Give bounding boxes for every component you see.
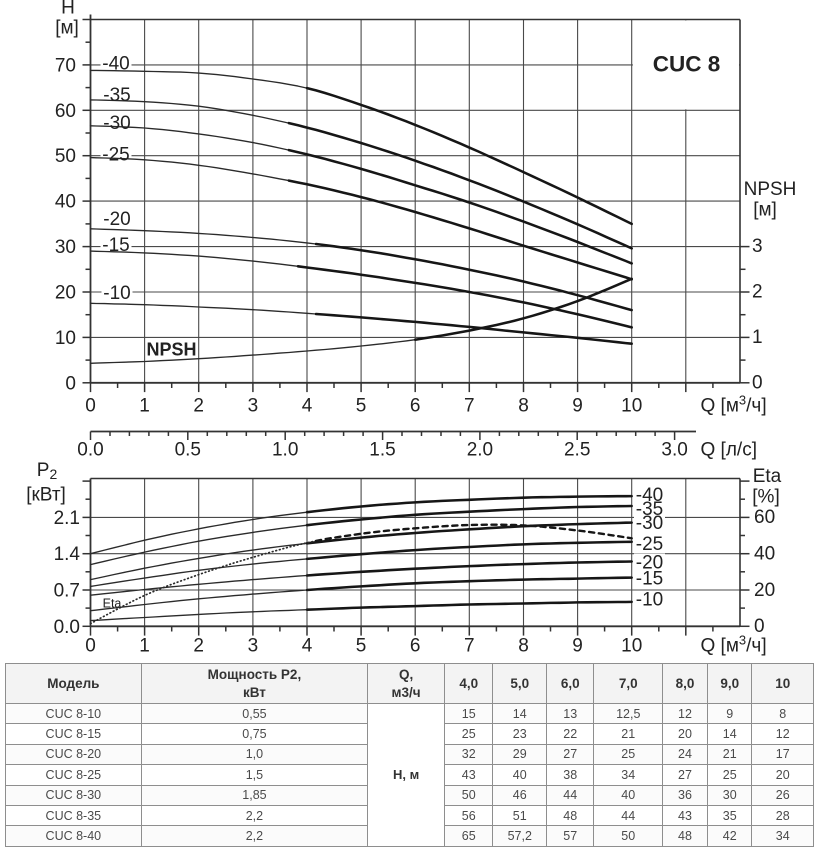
svg-text:-30: -30 <box>636 513 663 534</box>
svg-text:0.0: 0.0 <box>77 440 103 461</box>
svg-text:2.1: 2.1 <box>54 508 80 529</box>
svg-text:20: 20 <box>754 580 775 601</box>
svg-text:-35: -35 <box>103 85 130 106</box>
svg-text:[кВт]: [кВт] <box>26 485 66 506</box>
svg-text:4: 4 <box>302 395 313 416</box>
svg-text:10: 10 <box>621 395 642 416</box>
svg-text:NPSH: NPSH <box>744 179 797 200</box>
svg-text:10: 10 <box>55 328 76 349</box>
svg-text:8: 8 <box>518 636 529 657</box>
svg-text:1: 1 <box>139 636 150 657</box>
svg-text:6: 6 <box>410 395 421 416</box>
svg-text:-25: -25 <box>636 534 663 555</box>
svg-text:9: 9 <box>572 636 583 657</box>
svg-text:3: 3 <box>752 236 763 257</box>
svg-text:Q [л/с]: Q [л/с] <box>701 440 757 461</box>
svg-text:8: 8 <box>518 395 529 416</box>
svg-text:5: 5 <box>356 636 367 657</box>
svg-text:1: 1 <box>752 327 763 348</box>
svg-text:0: 0 <box>65 373 76 394</box>
svg-text:3: 3 <box>248 636 259 657</box>
svg-text:1: 1 <box>139 395 150 416</box>
svg-text:30: 30 <box>55 237 76 258</box>
svg-text:5: 5 <box>356 395 367 416</box>
svg-text:-10: -10 <box>103 283 130 304</box>
svg-text:20: 20 <box>55 283 76 304</box>
svg-text:-20: -20 <box>103 209 130 230</box>
svg-text:1.5: 1.5 <box>369 440 395 461</box>
svg-text:50: 50 <box>55 146 76 167</box>
svg-text:-40: -40 <box>636 485 663 506</box>
svg-text:40: 40 <box>55 192 76 213</box>
svg-text:4: 4 <box>302 636 313 657</box>
svg-text:Eta: Eta <box>103 597 122 611</box>
svg-text:-15: -15 <box>636 569 663 590</box>
svg-text:0: 0 <box>85 636 96 657</box>
svg-text:3.0: 3.0 <box>661 440 687 461</box>
svg-text:H: H <box>61 0 75 19</box>
svg-text:-15: -15 <box>102 235 129 256</box>
svg-text:0: 0 <box>752 372 763 393</box>
svg-text:-10: -10 <box>636 590 663 611</box>
svg-text:P2: P2 <box>37 460 58 482</box>
svg-text:[м]: [м] <box>753 200 777 221</box>
svg-text:[%]: [%] <box>752 487 779 508</box>
svg-text:Q [м3/ч]: Q [м3/ч] <box>701 633 767 657</box>
svg-text:2.5: 2.5 <box>564 440 590 461</box>
svg-text:2: 2 <box>193 636 204 657</box>
svg-text:Eta: Eta <box>753 466 782 487</box>
svg-text:-40: -40 <box>102 54 129 75</box>
svg-text:1.4: 1.4 <box>54 544 81 565</box>
svg-text:NPSH: NPSH <box>146 340 196 360</box>
svg-text:CUC 8: CUC 8 <box>653 52 721 77</box>
svg-text:Q [м3/ч]: Q [м3/ч] <box>701 392 767 416</box>
svg-text:2.0: 2.0 <box>467 440 493 461</box>
svg-text:9: 9 <box>572 395 583 416</box>
svg-text:10: 10 <box>621 636 642 657</box>
svg-text:0: 0 <box>85 395 96 416</box>
svg-text:7: 7 <box>464 395 475 416</box>
svg-text:70: 70 <box>55 55 76 76</box>
svg-text:-30: -30 <box>103 113 130 134</box>
svg-text:2: 2 <box>752 282 763 303</box>
svg-text:3: 3 <box>248 395 259 416</box>
svg-text:40: 40 <box>754 544 775 565</box>
svg-text:1.0: 1.0 <box>272 440 298 461</box>
svg-text:60: 60 <box>754 507 775 528</box>
svg-text:0.5: 0.5 <box>175 440 201 461</box>
svg-text:6: 6 <box>410 636 421 657</box>
svg-text:2: 2 <box>193 395 204 416</box>
svg-text:-25: -25 <box>102 144 129 165</box>
svg-text:0.7: 0.7 <box>54 581 80 602</box>
svg-text:0: 0 <box>754 616 765 637</box>
svg-text:0.0: 0.0 <box>54 617 80 638</box>
svg-text:60: 60 <box>55 101 76 122</box>
svg-text:[м]: [м] <box>55 18 79 39</box>
svg-text:7: 7 <box>464 636 475 657</box>
svg-text:-20: -20 <box>636 553 663 574</box>
svg-text:-35: -35 <box>636 499 663 520</box>
